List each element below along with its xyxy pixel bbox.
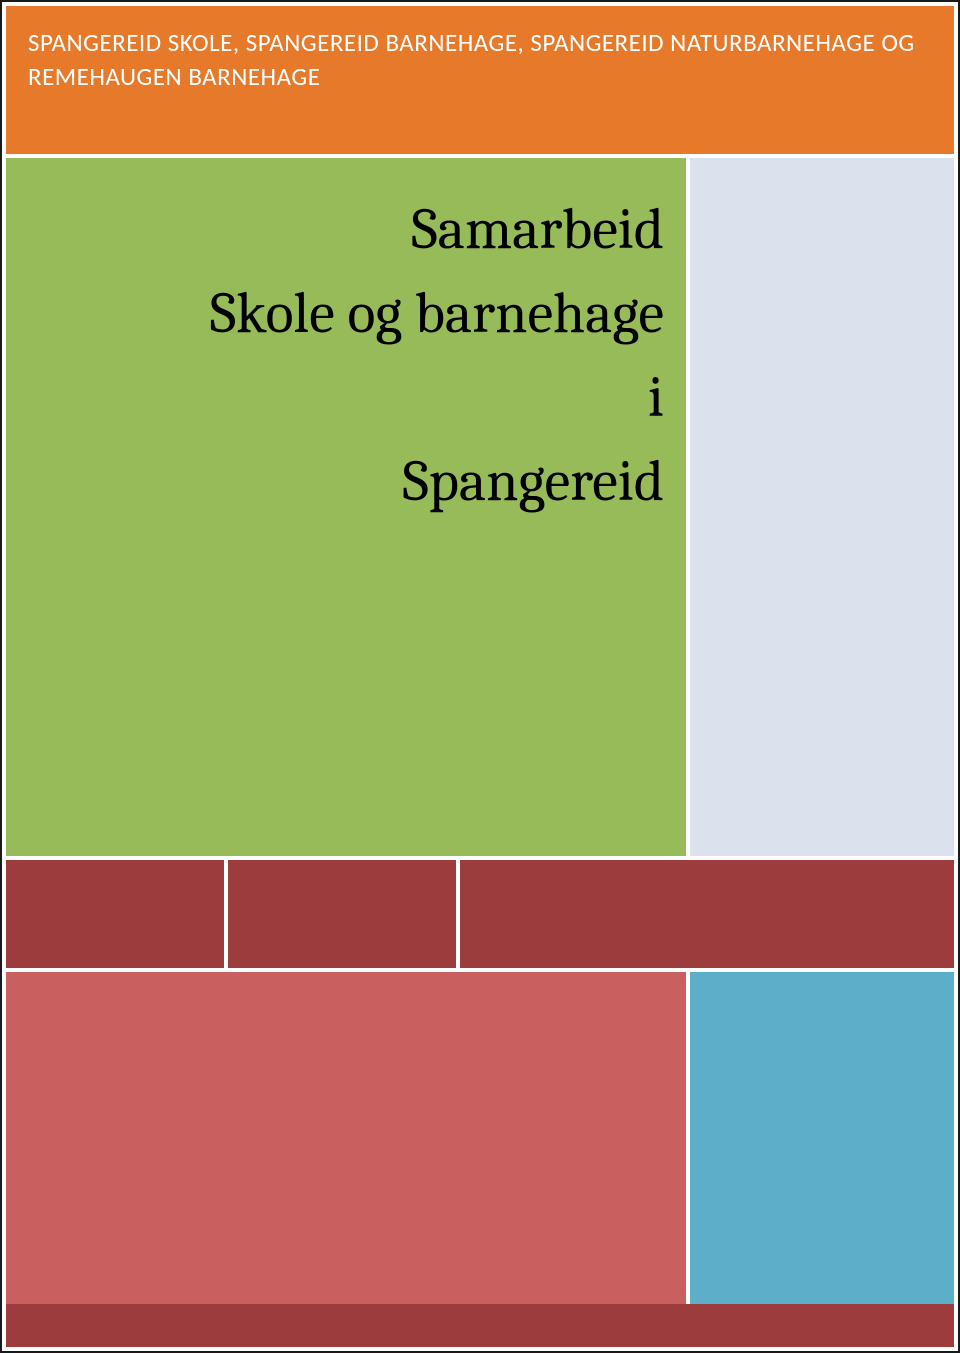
title-block: Samarbeid Skole og barnehage i Spangerei… — [6, 158, 686, 856]
mid-cell-2 — [228, 860, 456, 968]
document-page: SPANGEREID SKOLE, SPANGEREID BARNEHAGE, … — [0, 0, 960, 1353]
bottom-row — [6, 972, 954, 1304]
bottom-left-block — [6, 972, 686, 1304]
mid-cell-3 — [460, 860, 954, 968]
mid-row — [6, 860, 954, 968]
footer-bar — [6, 1304, 954, 1347]
bottom-right-block — [690, 972, 954, 1304]
title-line-1: Samarbeid — [36, 188, 664, 272]
side-block-lightblue — [690, 158, 954, 856]
title-line-3: i — [36, 356, 664, 440]
title-line-2: Skole og barnehage — [36, 272, 664, 356]
header-banner: SPANGEREID SKOLE, SPANGEREID BARNEHAGE, … — [6, 6, 954, 154]
header-text: SPANGEREID SKOLE, SPANGEREID BARNEHAGE, … — [28, 26, 932, 94]
title-line-4: Spangereid — [36, 440, 664, 524]
mid-cell-1 — [6, 860, 224, 968]
